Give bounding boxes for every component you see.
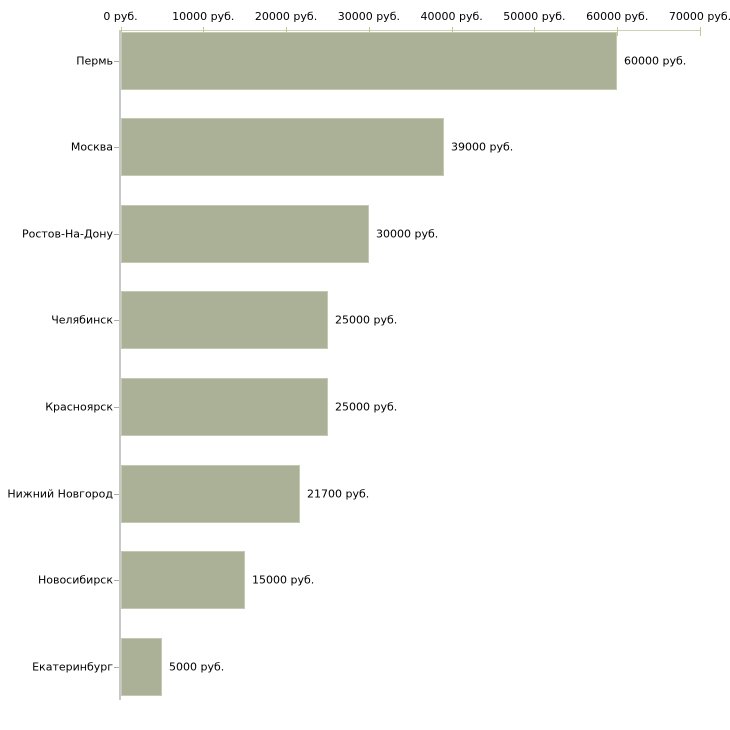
y-axis-tick-mark — [114, 234, 119, 235]
x-axis-line — [119, 30, 701, 31]
category-label: Пермь — [76, 54, 113, 67]
x-axis-tick-label: 30000 руб. — [337, 10, 400, 23]
x-axis-tick-mark — [121, 27, 122, 36]
bar-6 — [121, 551, 245, 609]
bar-4 — [121, 378, 328, 436]
value-label: 25000 руб. — [335, 313, 398, 327]
x-axis-tick-mark — [286, 27, 287, 36]
value-label: 5000 руб. — [169, 660, 225, 674]
category-label: Челябинск — [51, 313, 113, 327]
x-axis-tick-label: 60000 руб. — [586, 10, 649, 23]
category-label: Нижний Новгород — [7, 487, 113, 501]
y-axis-tick-mark — [114, 580, 119, 581]
x-axis-tick-mark — [203, 27, 204, 36]
x-axis-tick-mark — [369, 27, 370, 36]
y-axis-line — [119, 30, 121, 700]
bar-5 — [121, 465, 300, 523]
x-axis-tick-mark — [534, 27, 535, 36]
x-axis-tick-label: 10000 руб. — [172, 10, 235, 23]
bar-7 — [121, 638, 162, 696]
bar-2 — [121, 205, 369, 263]
x-axis-tick-label: 40000 руб. — [420, 10, 483, 23]
bar-3 — [121, 291, 328, 349]
x-axis-tick-label: 70000 руб. — [668, 10, 730, 23]
category-label: Москва — [70, 140, 113, 154]
category-label: Красноярск — [45, 400, 113, 414]
x-axis-tick-label: 50000 руб. — [503, 10, 566, 23]
bar-0 — [121, 32, 617, 90]
y-axis-tick-mark — [114, 147, 119, 148]
y-axis-tick-mark — [114, 494, 119, 495]
x-axis-tick-mark — [700, 27, 701, 36]
x-axis-tick-label: 0 руб. — [103, 10, 138, 23]
y-axis-tick-mark — [114, 667, 119, 668]
value-label: 15000 руб. — [252, 573, 315, 587]
x-axis-tick-mark — [617, 27, 618, 36]
x-axis-tick-mark — [452, 27, 453, 36]
bar-1 — [121, 118, 444, 176]
x-axis-tick-label: 20000 руб. — [254, 10, 318, 23]
y-axis-tick-mark — [114, 61, 119, 62]
y-axis-tick-mark — [114, 407, 119, 408]
value-label: 39000 руб. — [451, 140, 514, 154]
category-label: Ростов-На-Дону — [21, 227, 113, 241]
value-label: 30000 руб. — [376, 227, 439, 241]
value-label: 60000 руб. — [624, 54, 687, 67]
value-label: 25000 руб. — [335, 400, 398, 414]
category-label: Екатеринбург — [32, 660, 113, 674]
value-label: 21700 руб. — [307, 487, 370, 501]
category-label: Новосибирск — [37, 573, 113, 587]
y-axis-tick-mark — [114, 320, 119, 321]
